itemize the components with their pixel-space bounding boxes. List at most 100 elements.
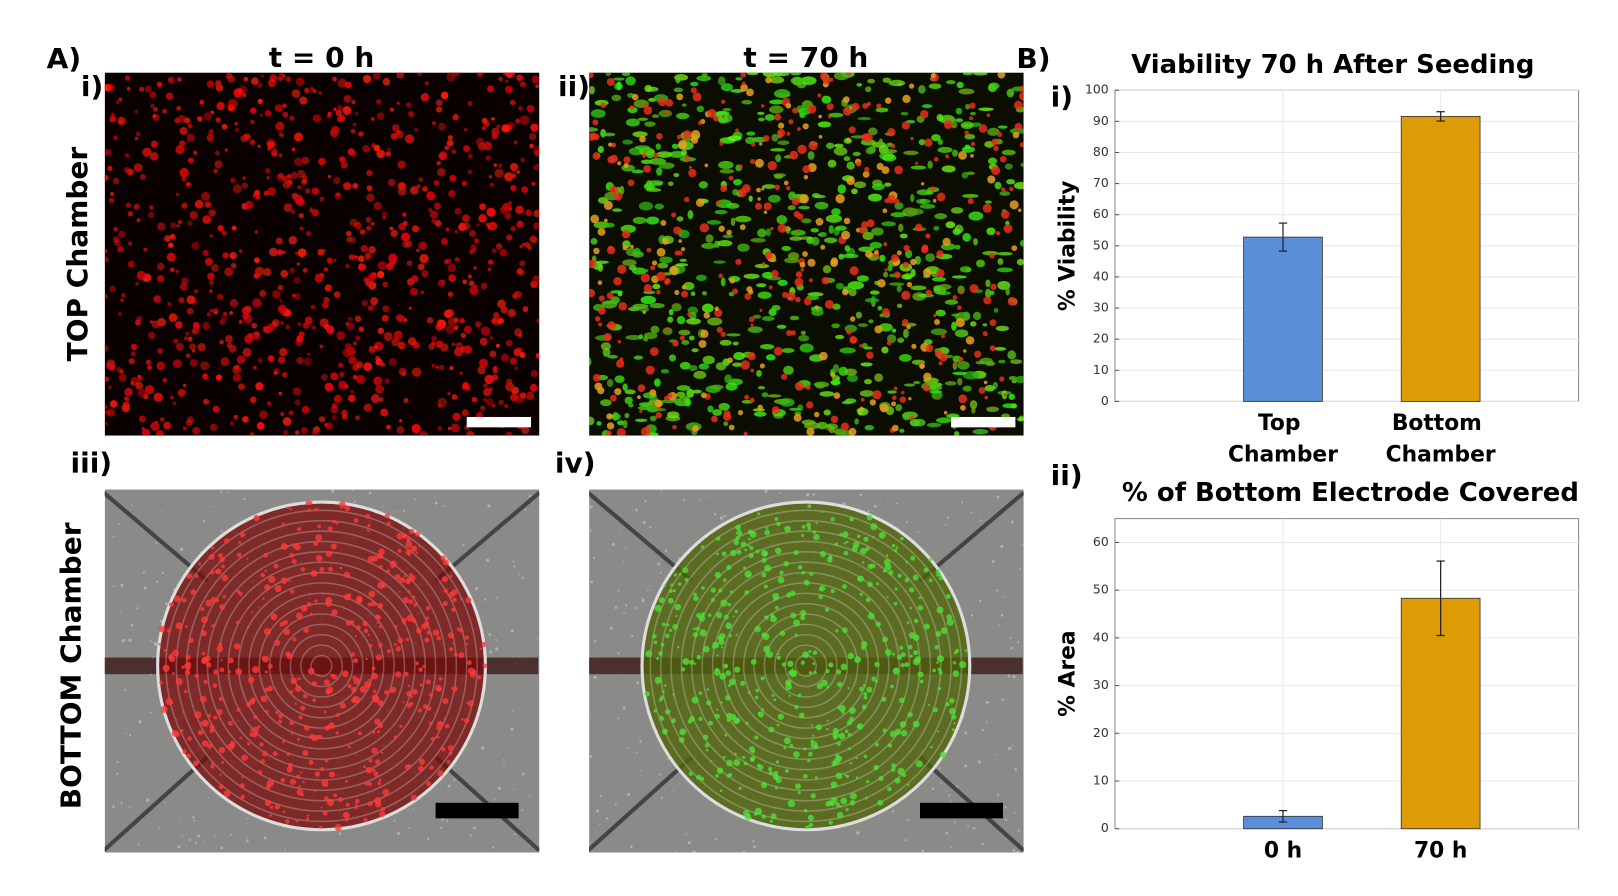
cell: [649, 415, 657, 422]
cell: [808, 140, 818, 151]
cell: [224, 148, 228, 152]
cell: [311, 681, 318, 687]
cell: [364, 252, 372, 260]
debris: [871, 510, 873, 512]
cell: [181, 597, 187, 603]
cell: [321, 779, 329, 787]
x-tick-label: 0 h: [1264, 839, 1302, 864]
cell: [762, 262, 766, 266]
cell: [734, 752, 737, 756]
cell: [438, 676, 443, 681]
cell: [751, 749, 756, 754]
cell: [333, 291, 341, 298]
cell: [969, 284, 979, 294]
cell: [451, 607, 456, 612]
cell: [262, 750, 268, 757]
cell: [826, 727, 829, 731]
cell: [654, 203, 665, 210]
cell: [394, 574, 401, 580]
cell: [469, 285, 479, 296]
cell: [673, 226, 682, 235]
cell: [307, 667, 315, 675]
cell: [1011, 245, 1018, 252]
cell: [804, 809, 808, 813]
cell: [428, 721, 433, 726]
cell: [156, 361, 166, 371]
cell: [214, 150, 220, 156]
debris: [635, 606, 638, 610]
cell: [533, 209, 540, 218]
cell: [370, 394, 380, 404]
cell: [770, 226, 774, 231]
cell: [790, 76, 805, 85]
cell: [969, 400, 978, 410]
cell: [924, 138, 933, 147]
cell: [274, 639, 281, 646]
cell: [922, 268, 932, 277]
cell: [668, 309, 674, 316]
cell: [928, 578, 933, 583]
cell: [926, 422, 942, 428]
cell: [655, 411, 663, 419]
cell: [729, 278, 735, 284]
cell: [623, 162, 629, 169]
cell: [148, 331, 156, 340]
cell: [323, 710, 327, 714]
cell: [406, 703, 412, 709]
cell: [107, 408, 116, 417]
cell: [781, 246, 792, 252]
cell: [923, 623, 930, 630]
cell: [345, 321, 350, 327]
cell: [163, 421, 172, 430]
cell: [989, 252, 995, 259]
cell: [843, 550, 849, 556]
debris: [948, 794, 951, 797]
debris: [945, 831, 949, 835]
cell: [710, 760, 713, 763]
cell: [812, 530, 817, 534]
cell: [744, 394, 750, 400]
cell: [381, 582, 387, 589]
cell: [692, 389, 702, 394]
cell: [848, 288, 857, 297]
cell: [985, 288, 992, 299]
debris: [967, 561, 969, 564]
cell: [743, 761, 748, 766]
cell: [883, 558, 891, 566]
cell: [368, 246, 376, 254]
cell: [302, 749, 309, 756]
debris: [964, 764, 968, 768]
cell: [747, 544, 750, 547]
cell: [984, 395, 989, 400]
cell: [426, 781, 432, 787]
cell: [418, 430, 429, 436]
cell: [622, 245, 628, 251]
cell: [765, 228, 771, 237]
cell: [412, 595, 416, 599]
cell: [757, 404, 763, 411]
cell: [736, 550, 742, 555]
cell: [734, 666, 741, 673]
cell: [663, 584, 667, 588]
debris: [1004, 818, 1008, 821]
cell: [452, 597, 457, 603]
cell: [671, 143, 679, 149]
cell: [465, 430, 475, 436]
cell: [531, 75, 540, 84]
cell: [443, 717, 446, 720]
cell: [1000, 210, 1010, 219]
debris: [408, 827, 411, 830]
debris: [622, 561, 625, 563]
cell: [177, 219, 183, 225]
cell: [530, 123, 539, 132]
debris: [402, 509, 405, 512]
debris: [121, 639, 126, 643]
cell: [883, 149, 898, 154]
cell: [886, 340, 892, 346]
cell: [270, 613, 278, 621]
cell: [437, 686, 442, 692]
cell: [827, 800, 833, 806]
cell: [260, 572, 265, 578]
cell: [529, 143, 534, 149]
cell: [204, 201, 212, 208]
